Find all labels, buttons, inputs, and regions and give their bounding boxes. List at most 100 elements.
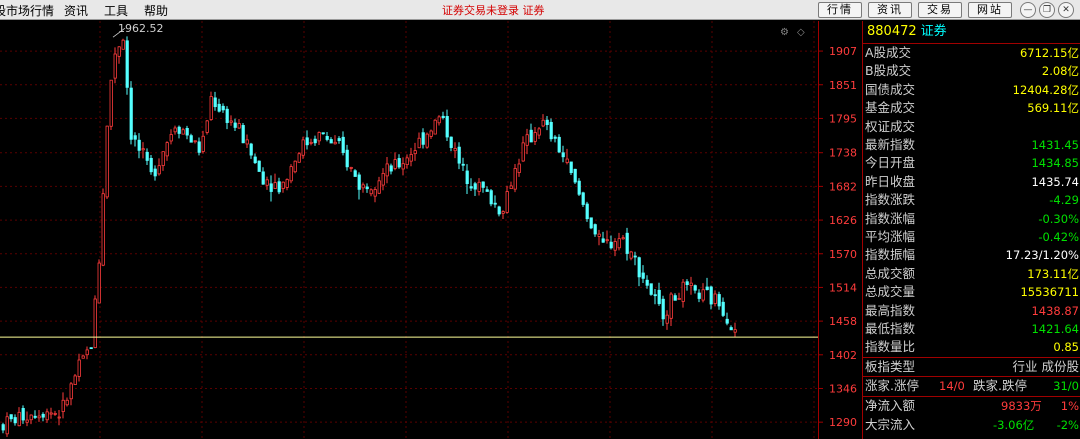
stat-value: 1435.74 (1031, 174, 1079, 189)
settings-icon[interactable]: ⚙ (780, 27, 789, 38)
net-inflow-label: 净流入额 (865, 398, 916, 413)
candlestick (121, 38, 125, 50)
stat-row: 今日开盘 1434.85 (863, 154, 1080, 172)
candlestick (353, 169, 357, 177)
candlestick (733, 322, 737, 338)
stat-row: 总成交量 15536711 (863, 283, 1080, 301)
stat-value: 173.11亿 (1027, 266, 1079, 281)
candlestick (249, 142, 253, 159)
candlestick (697, 289, 701, 303)
stat-row: 最低指数 1421.64 (863, 320, 1080, 338)
candlestick (473, 181, 477, 197)
candlestick (405, 154, 409, 169)
stat-row: 指数涨幅 -0.30% (863, 210, 1080, 228)
candlestick (361, 182, 365, 193)
info-button[interactable]: 资讯 (868, 2, 912, 18)
candlestick (137, 133, 141, 159)
trade-button[interactable]: 交易 (918, 2, 962, 18)
candlestick (365, 183, 369, 193)
candlestick (81, 354, 85, 359)
menu-tools[interactable]: 工具 (104, 4, 129, 18)
candlestick (41, 412, 45, 422)
candlestick (37, 409, 41, 422)
candlestick (165, 141, 169, 161)
candlestick (193, 140, 197, 144)
candlestick (233, 118, 237, 132)
candlestick (93, 295, 97, 349)
candlestick-chart[interactable]: 1962.52 (0, 21, 818, 439)
candlestick (653, 288, 657, 305)
quotes-button[interactable]: 行情 (818, 2, 862, 18)
candlestick (673, 293, 677, 301)
stat-value: -0.30% (1038, 211, 1079, 226)
stat-row: 昨日收盘 1435.74 (863, 173, 1080, 191)
collapse-icon[interactable]: ◇ (797, 27, 805, 38)
candlestick (581, 191, 585, 207)
candlestick (301, 136, 305, 159)
stat-row: A股成交 6712.15亿 (863, 44, 1080, 62)
candlestick (621, 235, 625, 240)
stat-value: 6712.15亿 (1019, 46, 1079, 60)
minimize-icon[interactable]: — (1020, 2, 1036, 18)
candlestick (725, 312, 729, 326)
candlestick (177, 125, 181, 139)
candlestick (261, 167, 265, 185)
axis-divider (818, 21, 819, 439)
candlestick (285, 178, 289, 191)
y-tick-label: 1402 (829, 349, 857, 362)
candlestick (597, 229, 601, 246)
stat-value: 0.85 (1053, 340, 1079, 355)
candlestick (577, 178, 581, 196)
menu-news[interactable]: 资讯 (64, 4, 89, 18)
candlestick (157, 158, 161, 176)
y-tick-label: 1682 (829, 180, 857, 193)
stat-label: B股成交 (865, 63, 912, 79)
peak-pointer (112, 27, 126, 38)
website-button[interactable]: 网站 (968, 2, 1012, 18)
candlestick (57, 410, 61, 426)
candlestick (377, 176, 381, 195)
candlestick (69, 382, 73, 406)
y-tick-label: 1907 (829, 45, 857, 58)
menu-help[interactable]: 帮助 (144, 4, 169, 18)
y-tick-label: 1795 (829, 112, 857, 125)
candlestick (425, 132, 429, 149)
block-inflow-value: -3.06亿 (993, 418, 1035, 432)
candlestick (465, 164, 469, 195)
candlestick (677, 292, 681, 300)
board-type-label: 板指类型 (865, 359, 916, 374)
block-inflow-pct: -2% (1056, 418, 1079, 432)
stat-row: 指数振幅 17.23/1.20% (863, 246, 1080, 264)
candlestick (605, 230, 609, 244)
candlestick (281, 181, 285, 193)
stat-row: 指数涨跌 -4.29 (863, 191, 1080, 209)
candlestick (629, 250, 633, 261)
candlestick (705, 277, 709, 291)
stat-row: B股成交 2.08亿 (863, 62, 1080, 80)
candlestick (477, 178, 481, 196)
menu-market-quotes[interactable]: 股市场行情 (0, 4, 55, 18)
y-axis: 1907 1851 1795 1738 1682 1626 1570 1514 1458 1402… (819, 45, 857, 429)
net-inflow-row: 净流入额 9833万 1% (863, 397, 1080, 415)
index-info-panel: 880472 证券 A股成交 6712.15亿 B股成交 2.08亿 国债成交 12404.… (862, 21, 1080, 439)
candlestick (17, 407, 21, 427)
y-tick-label: 1626 (829, 214, 857, 227)
candlestick (501, 210, 505, 219)
close-icon[interactable]: ✕ (1058, 2, 1074, 18)
candlestick (525, 128, 529, 155)
candlestick (65, 397, 69, 407)
candlestick (105, 125, 109, 200)
candlestick (421, 128, 425, 149)
candlestick (497, 205, 501, 217)
restore-icon[interactable]: ❐ (1039, 2, 1055, 18)
candlestick (269, 175, 273, 202)
candlestick (613, 238, 617, 257)
candlestick (657, 282, 661, 306)
limit-stats-row: 涨家.涨停 14/0 跌家.跌停 31/0 (863, 377, 1080, 395)
stat-row: 平均涨幅 -0.42% (863, 228, 1080, 246)
candlestick (381, 168, 385, 191)
candlestick (633, 251, 637, 266)
candlestick (637, 256, 641, 287)
limit-up-label: 涨家.涨停 (865, 378, 919, 393)
candlestick (277, 177, 281, 195)
